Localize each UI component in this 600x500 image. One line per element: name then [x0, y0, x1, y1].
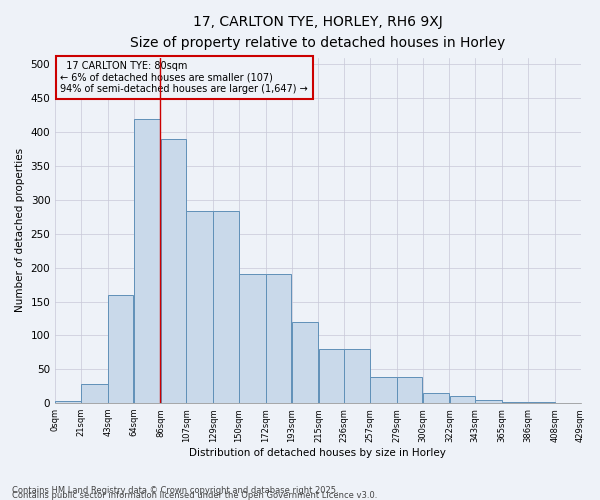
Bar: [108, 294, 133, 403]
Bar: [397, 378, 422, 403]
Bar: [370, 378, 397, 403]
Bar: [423, 393, 449, 403]
Bar: [475, 400, 502, 403]
Bar: [292, 322, 318, 403]
Bar: [214, 212, 239, 403]
Bar: [81, 384, 107, 403]
Bar: [319, 349, 344, 403]
Bar: [449, 396, 475, 403]
Bar: [161, 139, 186, 403]
Bar: [55, 401, 80, 403]
Bar: [134, 118, 160, 403]
Text: Contains public sector information licensed under the Open Government Licence v3: Contains public sector information licen…: [12, 491, 377, 500]
Text: 17 CARLTON TYE: 80sqm
← 6% of detached houses are smaller (107)
94% of semi-deta: 17 CARLTON TYE: 80sqm ← 6% of detached h…: [61, 61, 308, 94]
Bar: [239, 274, 266, 403]
Bar: [502, 402, 527, 403]
Text: Contains HM Land Registry data © Crown copyright and database right 2025.: Contains HM Land Registry data © Crown c…: [12, 486, 338, 495]
X-axis label: Distribution of detached houses by size in Horley: Distribution of detached houses by size …: [190, 448, 446, 458]
Bar: [187, 212, 213, 403]
Bar: [344, 349, 370, 403]
Title: 17, CARLTON TYE, HORLEY, RH6 9XJ
Size of property relative to detached houses in: 17, CARLTON TYE, HORLEY, RH6 9XJ Size of…: [130, 15, 505, 50]
Bar: [528, 402, 554, 403]
Bar: [266, 274, 292, 403]
Y-axis label: Number of detached properties: Number of detached properties: [15, 148, 25, 312]
